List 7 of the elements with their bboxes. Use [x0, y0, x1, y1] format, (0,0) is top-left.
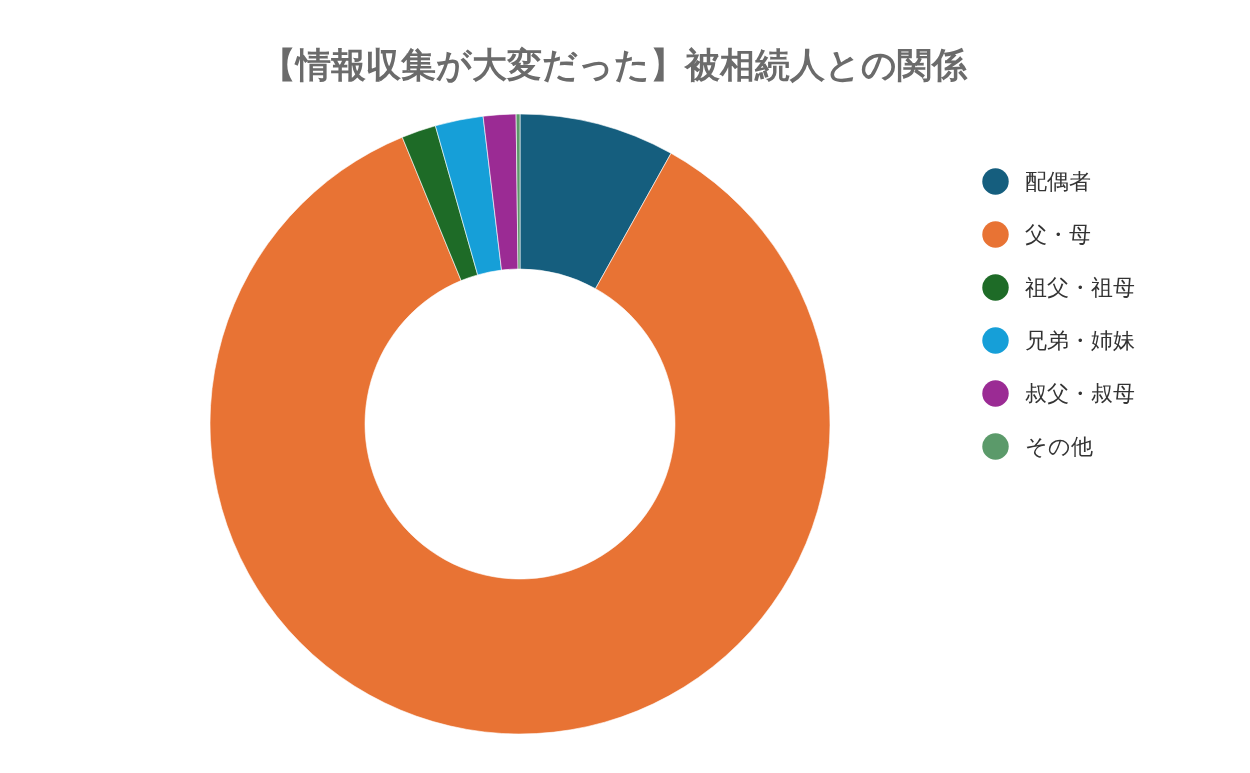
chart-title: 【情報収集が大変だった】被相続人との関係: [261, 45, 968, 85]
legend-label: その他: [1025, 433, 1093, 459]
legend-label: 祖父・祖母: [1025, 274, 1135, 300]
legend-label: 父・母: [1025, 221, 1091, 247]
legend-label: 兄弟・姉妹: [1025, 327, 1135, 353]
legend-label: 配偶者: [1025, 168, 1091, 194]
legend-label: 叔父・叔母: [1025, 380, 1135, 406]
